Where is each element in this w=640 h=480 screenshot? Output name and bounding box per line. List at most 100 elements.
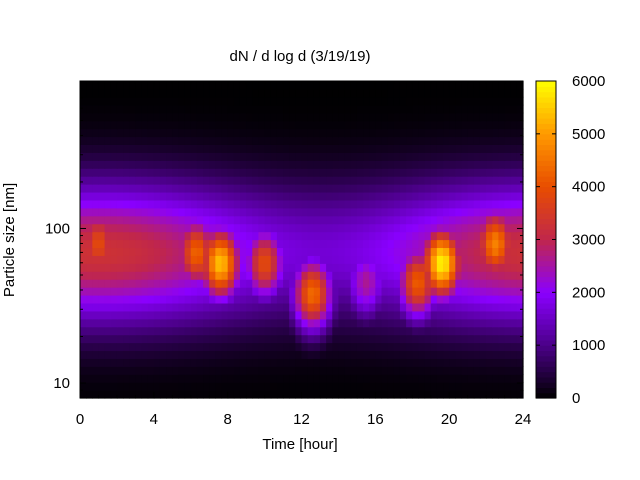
heatmap-cell [399,358,407,367]
heatmap-cell [430,358,438,367]
heatmap-cell [264,176,272,185]
heatmap-cell [283,112,290,122]
heatmap-cell [363,231,370,241]
heatmap-cell [184,128,192,138]
heatmap-cell [203,302,210,312]
heatmap-cell [381,382,389,391]
heatmap-cell [172,223,180,233]
heatmap-cell [363,223,370,233]
heatmap-cell [203,191,210,201]
heatmap-cell [203,128,210,138]
heatmap-cell [356,176,364,185]
heatmap-cell [473,176,481,185]
heatmap-cell [393,128,401,138]
heatmap-cell [504,136,512,145]
heatmap-cell [332,128,340,138]
heatmap-cell [295,382,303,391]
heatmap-cell [486,390,493,399]
heatmap-cell [141,184,149,193]
heatmap-cell [504,263,512,272]
heatmap-cell [455,350,463,359]
heatmap-cell [412,191,419,201]
heatmap-cell [399,223,407,233]
heatmap-cell [486,358,493,367]
heatmap-cell [467,302,475,312]
heatmap-cell [479,294,487,304]
heatmap-cell [239,199,247,209]
heatmap-cell [326,160,333,169]
heatmap-cell [510,271,518,280]
heatmap-cell [178,279,186,288]
heatmap-cell [430,390,438,399]
heatmap-cell [307,326,315,336]
heatmap-cell [486,318,493,328]
heatmap-cell [215,350,223,359]
heatmap-cell [227,358,235,367]
heatmap-cell [393,96,401,106]
heatmap-cell [375,199,383,209]
heatmap-cell [233,168,241,177]
heatmap-cell [369,176,376,185]
heatmap-cell [504,318,512,328]
heatmap-cell [184,342,192,352]
heatmap-cell [436,112,444,122]
heatmap-cell [473,239,481,249]
heatmap-cell [449,128,456,138]
heatmap-cell [246,176,253,185]
heatmap-cell [153,294,161,304]
heatmap-cell [184,112,192,122]
heatmap-cell [104,374,112,383]
heatmap-cell [246,342,253,352]
heatmap-cell [264,207,272,217]
heatmap-cell [486,255,493,264]
colorbar-strip [536,144,556,151]
heatmap-cell [313,88,321,98]
heatmap-cell [443,326,450,336]
heatmap-cell [196,152,204,161]
heatmap-cell [184,358,192,367]
heatmap-cell [221,247,229,256]
heatmap-cell [141,247,149,256]
heatmap-cell [443,223,450,233]
heatmap-cell [375,120,383,130]
heatmap-cell [252,350,260,359]
heatmap-cell [406,287,413,296]
heatmap-cell [467,184,475,193]
colorbar-strip [536,324,556,330]
heatmap-cell [338,247,346,256]
heatmap-cell [252,199,260,209]
heatmap-cell [344,168,352,177]
heatmap-cell [135,120,143,130]
heatmap-cell [172,96,180,106]
heatmap-cell [393,247,401,256]
heatmap-cell [86,279,93,288]
heatmap-cell [172,271,180,280]
heatmap-cell [80,81,87,90]
heatmap-cell [486,215,493,225]
heatmap-cell [412,263,419,272]
heatmap-cell [123,326,130,336]
heatmap-cell [301,81,309,90]
heatmap-cell [233,136,241,145]
heatmap-cell [344,160,352,169]
heatmap-cell [258,366,266,375]
heatmap-cell [356,223,364,233]
heatmap-cell [461,223,469,233]
heatmap-cell [369,390,376,399]
heatmap-cell [449,136,456,145]
heatmap-cell [449,239,456,249]
heatmap-cell [492,302,499,312]
heatmap-cell [301,239,309,249]
heatmap-cell [258,199,266,209]
colorbar-strip [536,308,556,315]
colorbar-strip [536,197,556,204]
heatmap-cell [313,350,321,359]
heatmap-cell [430,191,438,201]
heatmap-cell [356,231,364,241]
heatmap-cell [135,207,143,217]
heatmap-cell [418,247,426,256]
heatmap-cell [147,176,155,185]
heatmap-cell [92,271,100,280]
heatmap-cell [289,81,296,90]
heatmap-cell [504,88,512,98]
